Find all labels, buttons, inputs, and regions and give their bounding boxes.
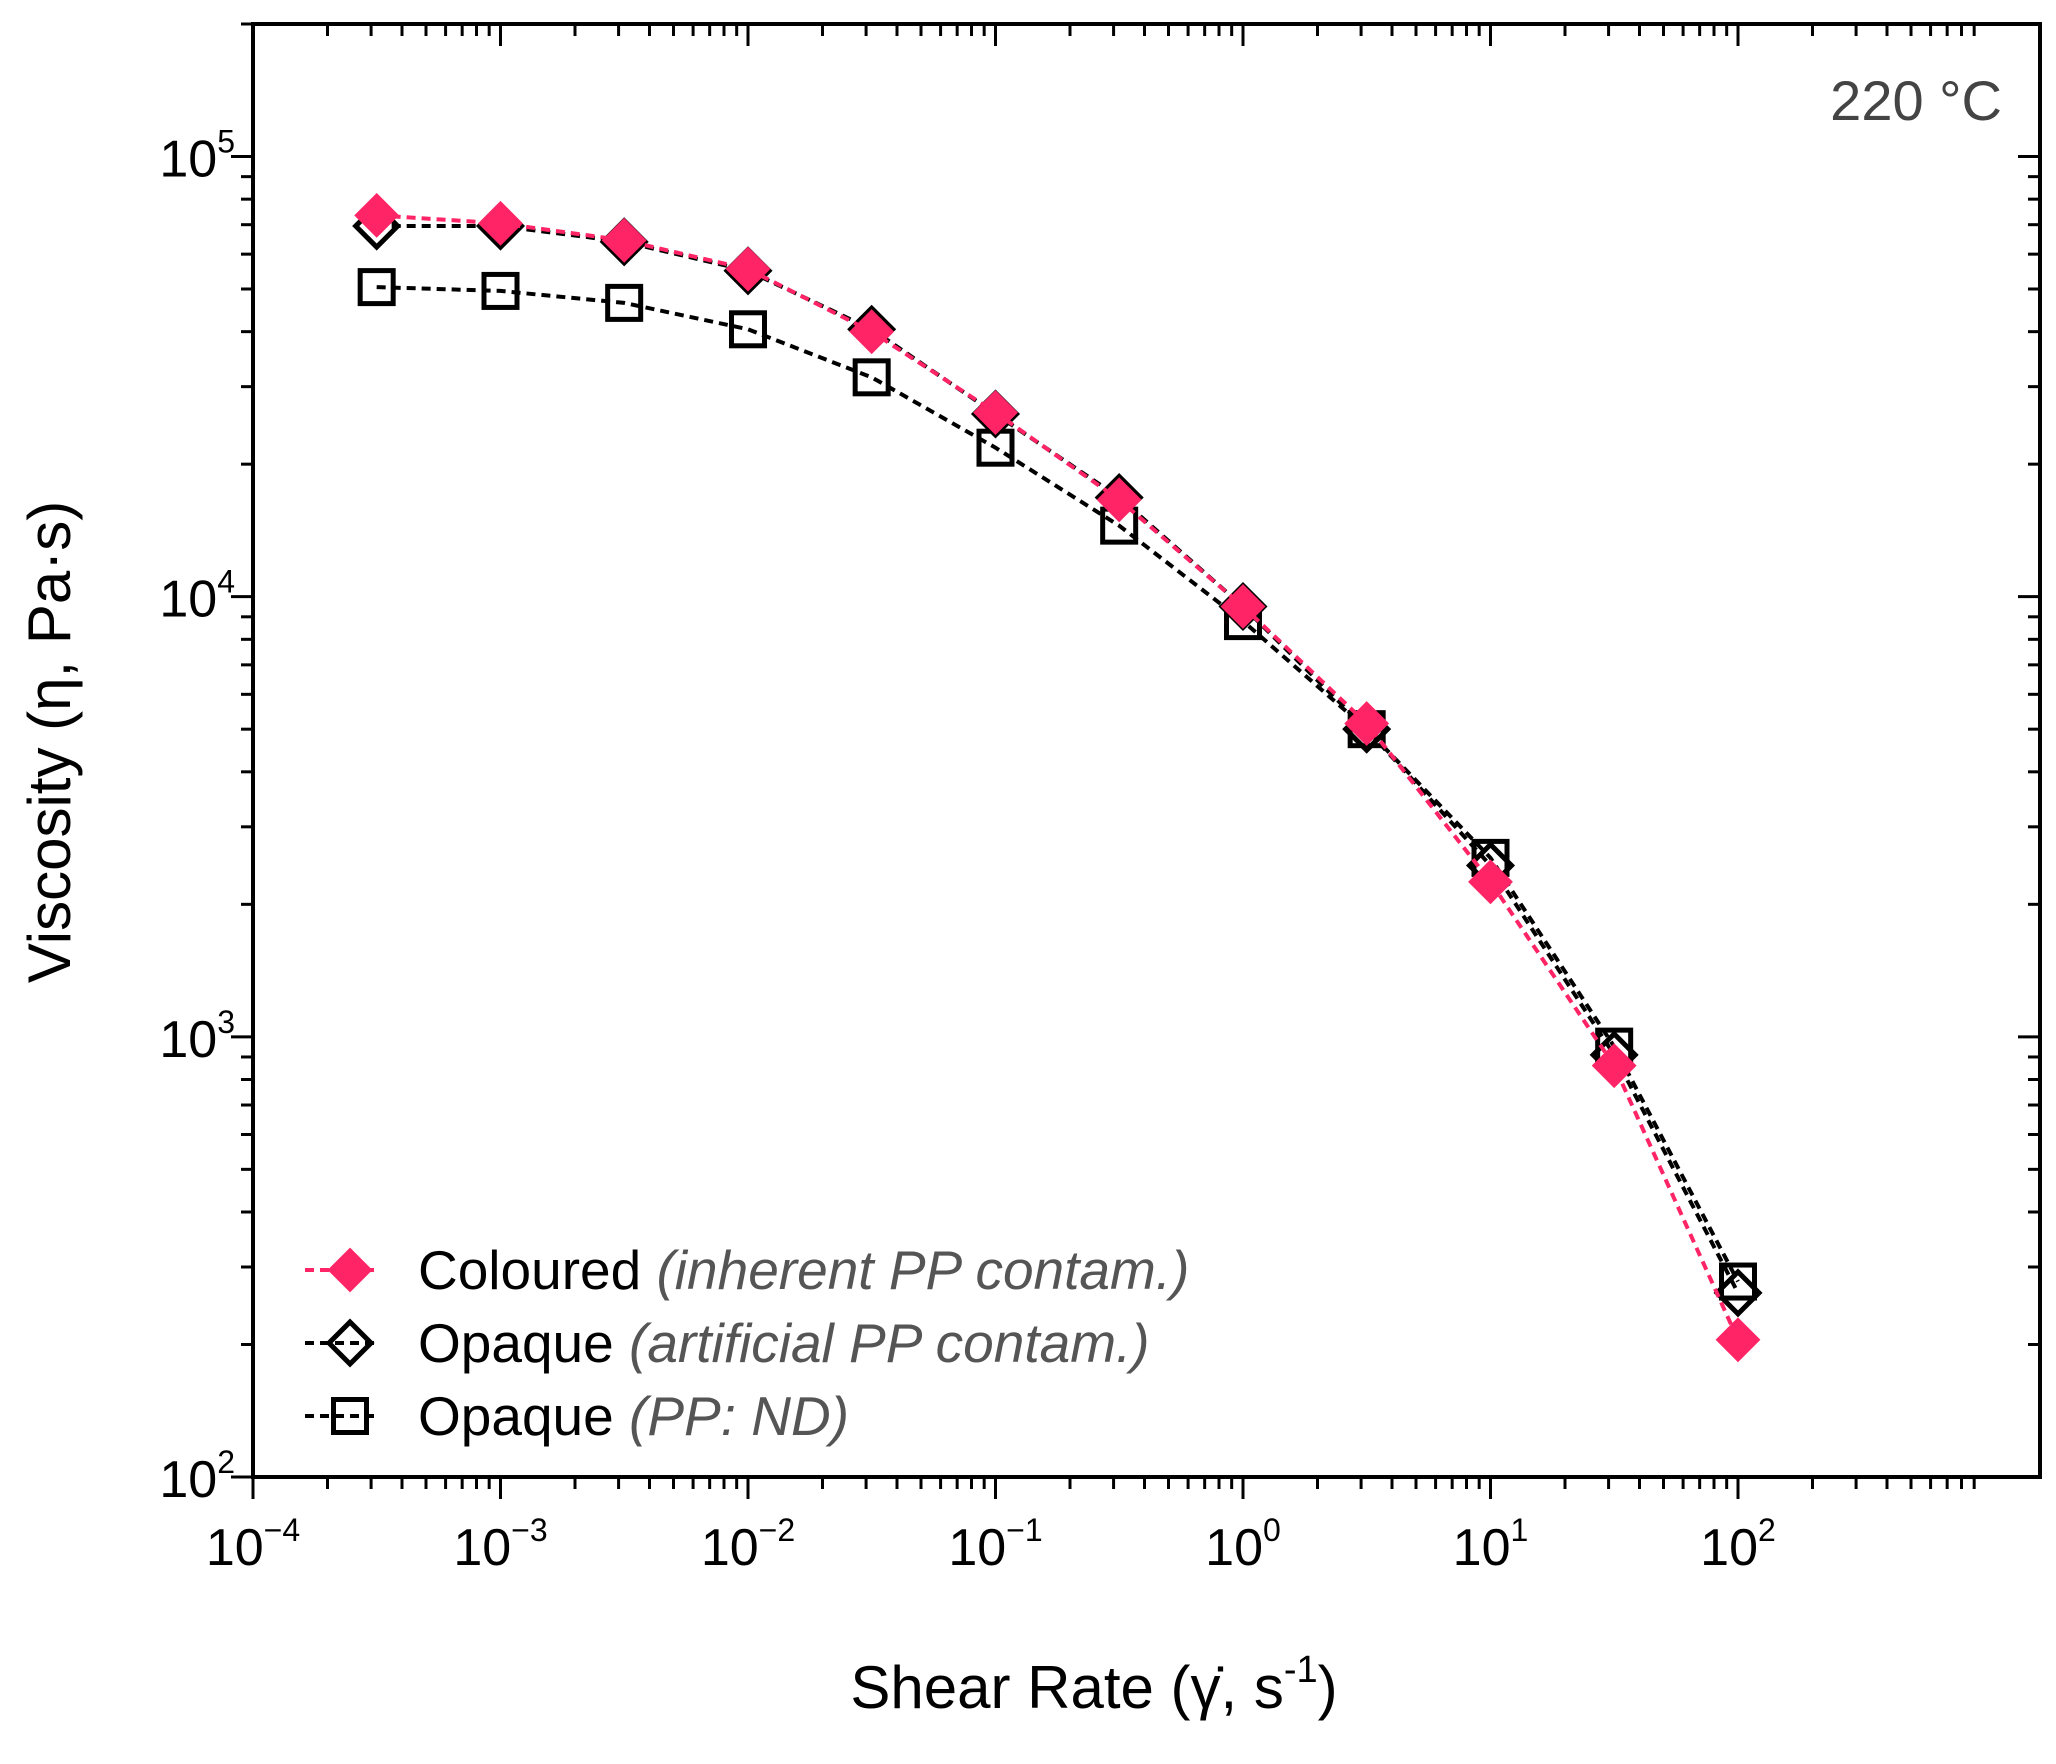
legend-label: Opaque (artificial PP contam.) <box>418 1312 1150 1374</box>
legend-item-2: Opaque (PP: ND) <box>305 1385 849 1447</box>
legend-marker <box>325 1318 375 1368</box>
plot-frame <box>251 22 2042 1479</box>
series-layer <box>352 192 1763 1363</box>
y-tick-label: 102 <box>159 1444 235 1509</box>
data-point <box>354 192 400 238</box>
legend-label: Coloured (inherent PP contam.) <box>418 1239 1189 1301</box>
x-tick-label: 10−4 <box>206 1512 300 1577</box>
y-tick-label: 105 <box>159 124 235 189</box>
x-tick-label: 10−1 <box>948 1512 1042 1577</box>
data-point <box>1220 584 1266 629</box>
y-axis-title: Viscosity (η, Pa·s) <box>16 501 83 983</box>
series-2 <box>357 268 1757 1301</box>
data-point <box>729 310 767 349</box>
data-point <box>478 200 523 246</box>
legend-item-1: Opaque (artificial PP contam.) <box>305 1312 1150 1374</box>
x-tick-label: 10−2 <box>701 1512 795 1577</box>
data-point <box>357 268 396 307</box>
data-point <box>1713 1268 1763 1318</box>
temperature-annotation: 220 °C <box>1830 69 2002 132</box>
legend-marker <box>331 1397 369 1435</box>
data-point <box>973 390 1018 435</box>
data-point <box>852 358 891 397</box>
series-line <box>376 224 1740 1294</box>
x-tick-label: 10−3 <box>453 1512 547 1577</box>
x-tick-label: 101 <box>1453 1512 1529 1577</box>
series-line <box>376 213 1740 1341</box>
legend-marker <box>327 1247 373 1293</box>
series-1 <box>352 201 1763 1318</box>
y-tick-label: 103 <box>159 1004 235 1069</box>
data-point <box>725 246 771 292</box>
data-point <box>1096 477 1142 523</box>
data-point <box>601 217 647 263</box>
x-tick-label: 100 <box>1205 1512 1281 1577</box>
x-axis-title: Shear Rate (γ̇, s-1) <box>850 1649 1337 1721</box>
data-point <box>1719 1262 1757 1301</box>
data-point <box>1591 1043 1637 1089</box>
axes-layer: 10−4 10−3 10−2 10−1 100 101 102 102 103 104 105 <box>159 22 2042 1577</box>
shear-rate-symbol: γ̇ <box>1191 1654 1224 1721</box>
x-tick-label: 102 <box>1700 1512 1776 1577</box>
legend-label: Opaque (PP: ND) <box>418 1385 849 1447</box>
data-point <box>605 283 644 322</box>
data-point <box>1468 859 1513 905</box>
legend: Coloured (inherent PP contam.) Opaque (ar… <box>305 1239 1189 1447</box>
data-point <box>481 271 520 310</box>
series-line <box>376 285 1740 1283</box>
legend-item-0: Coloured (inherent PP contam.) <box>305 1239 1189 1301</box>
data-point <box>1715 1317 1761 1363</box>
data-point <box>849 309 895 355</box>
series-0 <box>354 192 1761 1363</box>
y-tick-label: 104 <box>159 564 235 629</box>
data-point <box>1344 701 1390 746</box>
